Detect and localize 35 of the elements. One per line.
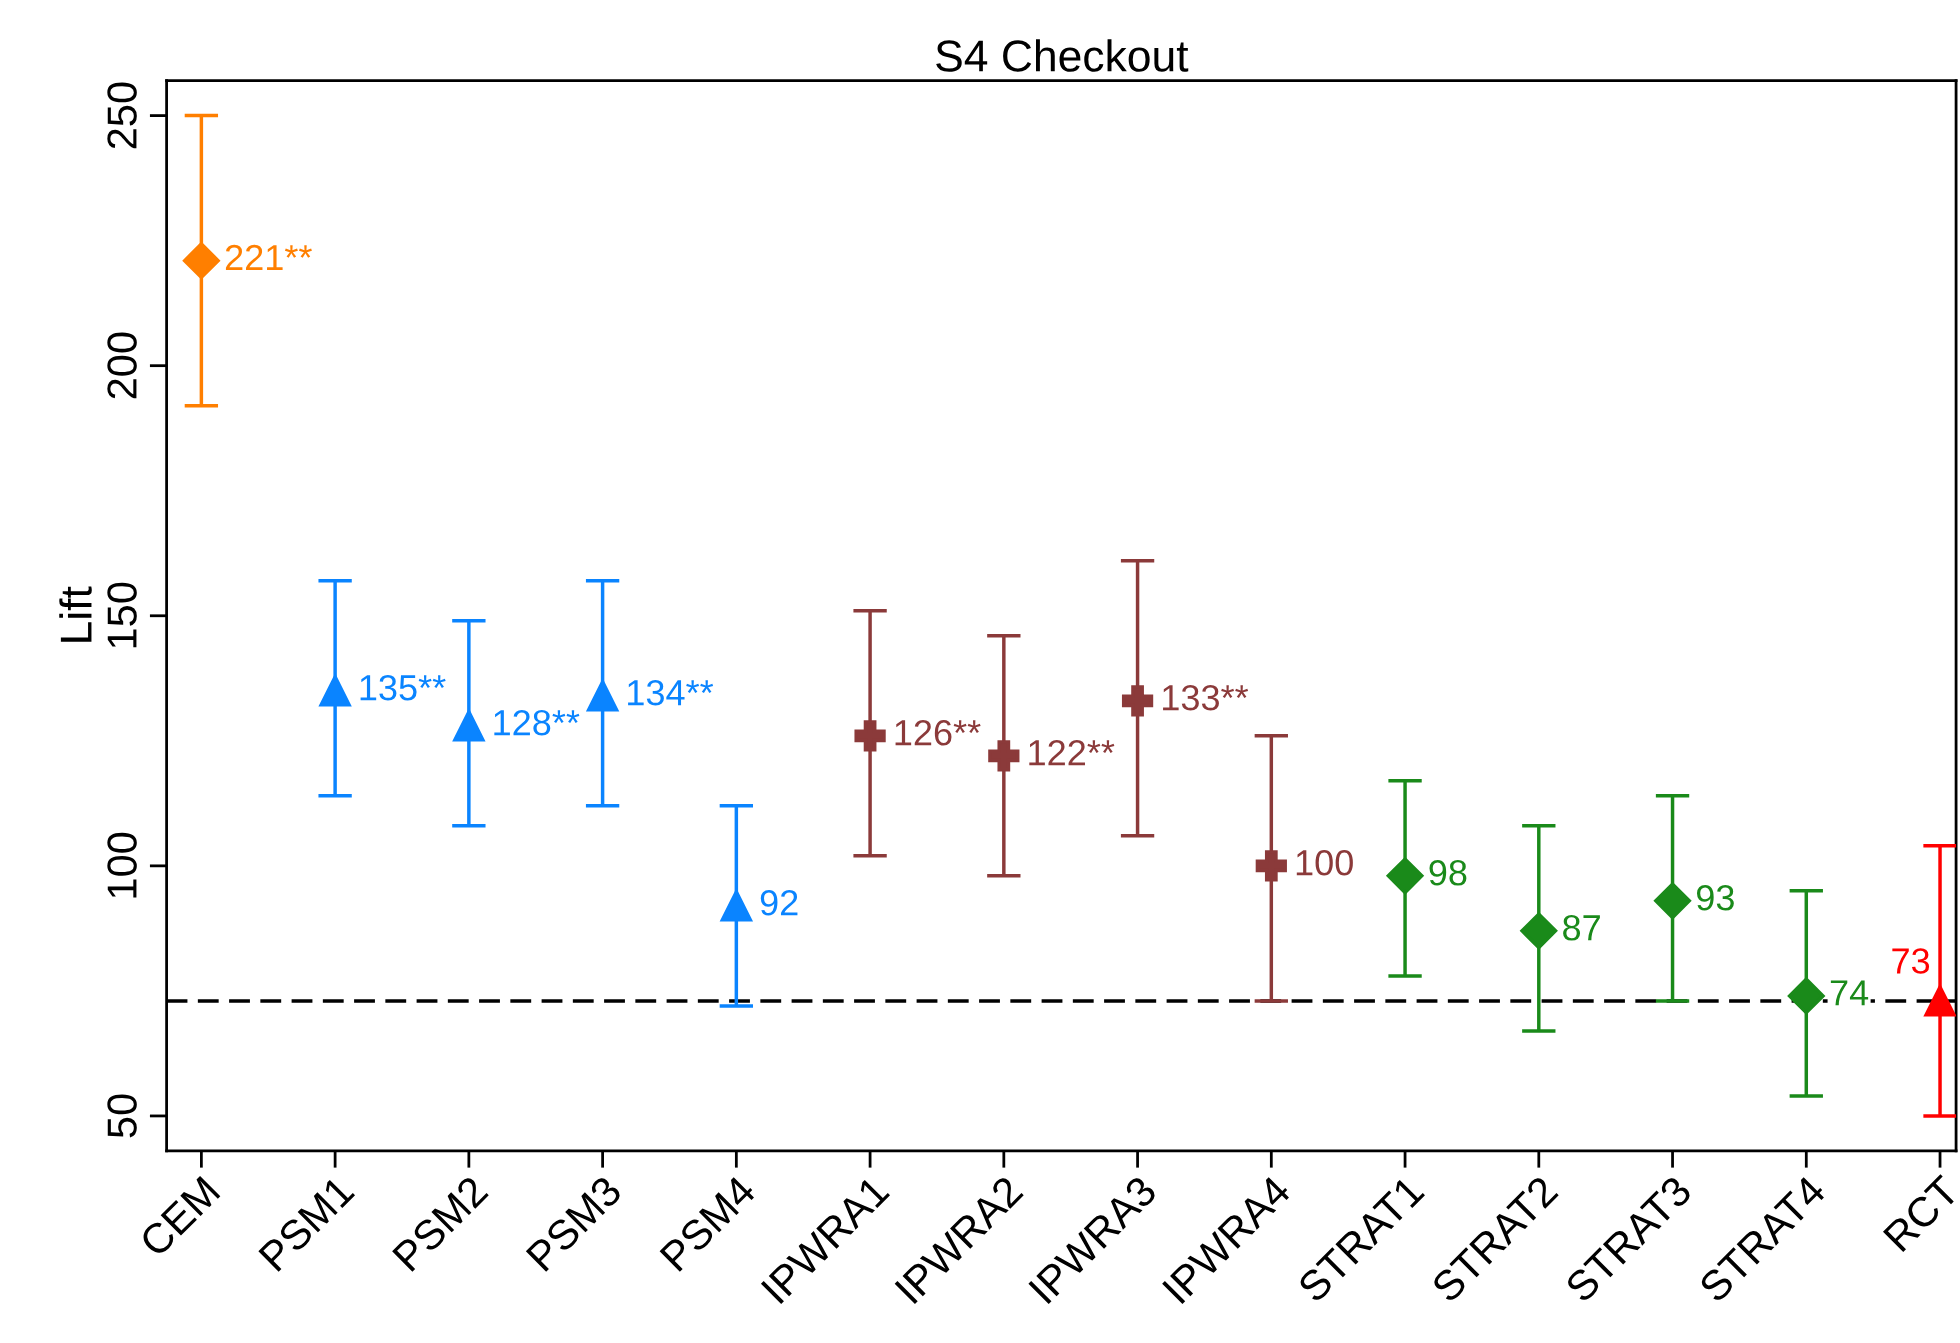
data-label: 221** xyxy=(225,244,312,270)
point xyxy=(1787,977,1825,1015)
y-tick-label: 250 xyxy=(107,82,137,149)
point xyxy=(1924,985,1956,1017)
point xyxy=(1255,850,1287,882)
data-label: 126** xyxy=(895,719,981,746)
chart-title: S4 Checkout xyxy=(936,39,1189,72)
data-label: 122** xyxy=(1029,739,1115,766)
point xyxy=(720,890,752,922)
point xyxy=(854,720,886,752)
point xyxy=(1121,685,1154,717)
data-label: 100 xyxy=(1296,849,1353,876)
y-tick-label: 50 xyxy=(107,1094,137,1138)
point xyxy=(182,242,220,280)
point xyxy=(453,710,485,742)
data-label: 74 xyxy=(1830,980,1869,1006)
data-label: 98 xyxy=(1429,859,1467,886)
point xyxy=(1520,912,1558,950)
data-label: 134** xyxy=(628,679,714,706)
point xyxy=(988,740,1020,772)
y-tick-label: 150 xyxy=(107,582,137,648)
data-label: 128** xyxy=(494,709,580,736)
data-label: 73 xyxy=(1892,948,1930,974)
y-tick-label: 200 xyxy=(107,332,137,399)
point xyxy=(586,680,619,712)
data-label: 92 xyxy=(760,889,798,916)
point xyxy=(319,675,351,707)
y-axis-title: Lift xyxy=(59,586,92,642)
data-label: 133** xyxy=(1163,684,1249,711)
y-tick-label: 100 xyxy=(107,832,137,898)
data-label: 135** xyxy=(360,674,446,701)
data-label: 93 xyxy=(1696,884,1734,911)
data-label: 87 xyxy=(1563,915,1600,941)
point xyxy=(1386,857,1424,895)
point xyxy=(1654,882,1691,920)
